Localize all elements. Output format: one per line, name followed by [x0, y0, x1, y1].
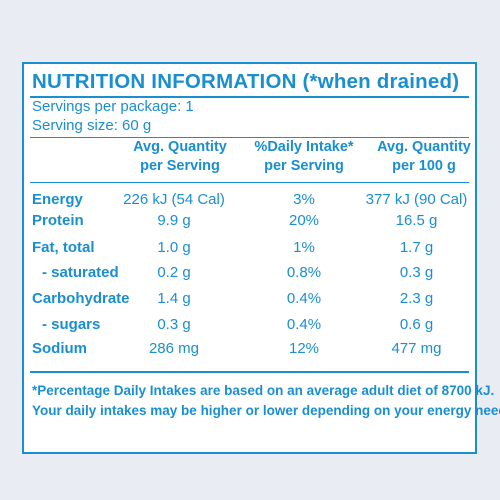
column-header-per-serving-line1: Avg. Quantity	[133, 139, 227, 155]
nutrient-row-protein: Protein 9.9 g 20% 16.5 g	[24, 209, 475, 233]
nutrient-name: - saturated	[42, 264, 119, 281]
nutrient-row-fat-total: Fat, total 1.0 g 1% 1.7 g	[24, 236, 475, 260]
column-header-per-100g-line2: per 100 g	[392, 158, 456, 174]
column-header-per-serving-line2: per Serving	[140, 158, 220, 174]
footnote-line-2: Your daily intakes may be higher or lowe…	[32, 403, 500, 418]
per-100g-value: 1.7 g	[399, 239, 434, 256]
daily-intake-value: 0.4%	[286, 290, 322, 307]
footnote-divider	[30, 371, 469, 373]
per-100g-value: 16.5 g	[395, 212, 438, 229]
nutrient-name: Protein	[32, 212, 84, 229]
per-100g-value: 377 kJ (90 Cal)	[365, 191, 468, 208]
per-serving-value: 286 mg	[148, 340, 200, 357]
per-100g-value: 477 mg	[391, 340, 442, 357]
per-100g-value: 0.6 g	[399, 316, 434, 333]
nutrient-name: Carbohydrate	[32, 290, 130, 307]
column-header-per-serving: Avg. Quantity per Serving	[110, 138, 250, 176]
daily-intake-value: 20%	[288, 212, 320, 229]
nutrient-row-sodium: Sodium 286 mg 12% 477 mg	[24, 337, 475, 361]
per-serving-value: 1.0 g	[157, 239, 191, 256]
per-serving-value: 0.2 g	[157, 264, 191, 281]
per-serving-value: 0.3 g	[157, 316, 191, 333]
column-header-daily-intake-line2: per Serving	[264, 158, 344, 174]
per-serving-value: 226 kJ (54 Cal)	[123, 191, 225, 208]
nutrient-name: Sodium	[32, 340, 87, 357]
servings-per-package: Servings per package: 1	[32, 98, 194, 115]
per-100g-value: 2.3 g	[399, 290, 434, 307]
serving-size: Serving size: 60 g	[32, 117, 152, 134]
column-header-daily-intake-line1: %Daily Intake*	[254, 139, 354, 155]
panel-title: NUTRITION INFORMATION (*when drained)	[32, 70, 460, 93]
per-serving-value: 1.4 g	[157, 290, 191, 307]
column-header-per-100g: Avg. Quantity per 100 g	[359, 138, 489, 176]
nutrient-row-energy: Energy 226 kJ (54 Cal) 3% 377 kJ (90 Cal…	[24, 188, 475, 212]
daily-intake-value: 1%	[293, 239, 315, 256]
nutrient-row-saturated: - saturated 0.2 g 0.8% 0.3 g	[24, 261, 475, 285]
title-divider	[30, 96, 469, 98]
daily-intake-value: 12%	[288, 340, 320, 357]
nutrient-name: Energy	[32, 191, 83, 208]
column-header-daily-intake: %Daily Intake* per Serving	[234, 138, 374, 176]
header-top-divider	[30, 137, 469, 138]
column-header-per-100g-line1: Avg. Quantity	[377, 139, 471, 155]
daily-intake-value: 3%	[293, 191, 315, 208]
nutrient-row-sugars: - sugars 0.3 g 0.4% 0.6 g	[24, 313, 475, 337]
nutrient-row-carbohydrate: Carbohydrate 1.4 g 0.4% 2.3 g	[24, 287, 475, 311]
nutrient-name: Fat, total	[32, 239, 95, 256]
nutrient-name: - sugars	[42, 316, 101, 333]
daily-intake-value: 0.4%	[286, 316, 322, 333]
header-bottom-divider	[30, 182, 469, 183]
per-100g-value: 0.3 g	[399, 264, 434, 281]
footnote-line-1: *Percentage Daily Intakes are based on a…	[32, 383, 495, 398]
nutrition-panel: NUTRITION INFORMATION (*when drained) Se…	[22, 62, 500, 454]
daily-intake-value: 0.8%	[286, 264, 322, 281]
per-serving-value: 9.9 g	[157, 212, 191, 229]
